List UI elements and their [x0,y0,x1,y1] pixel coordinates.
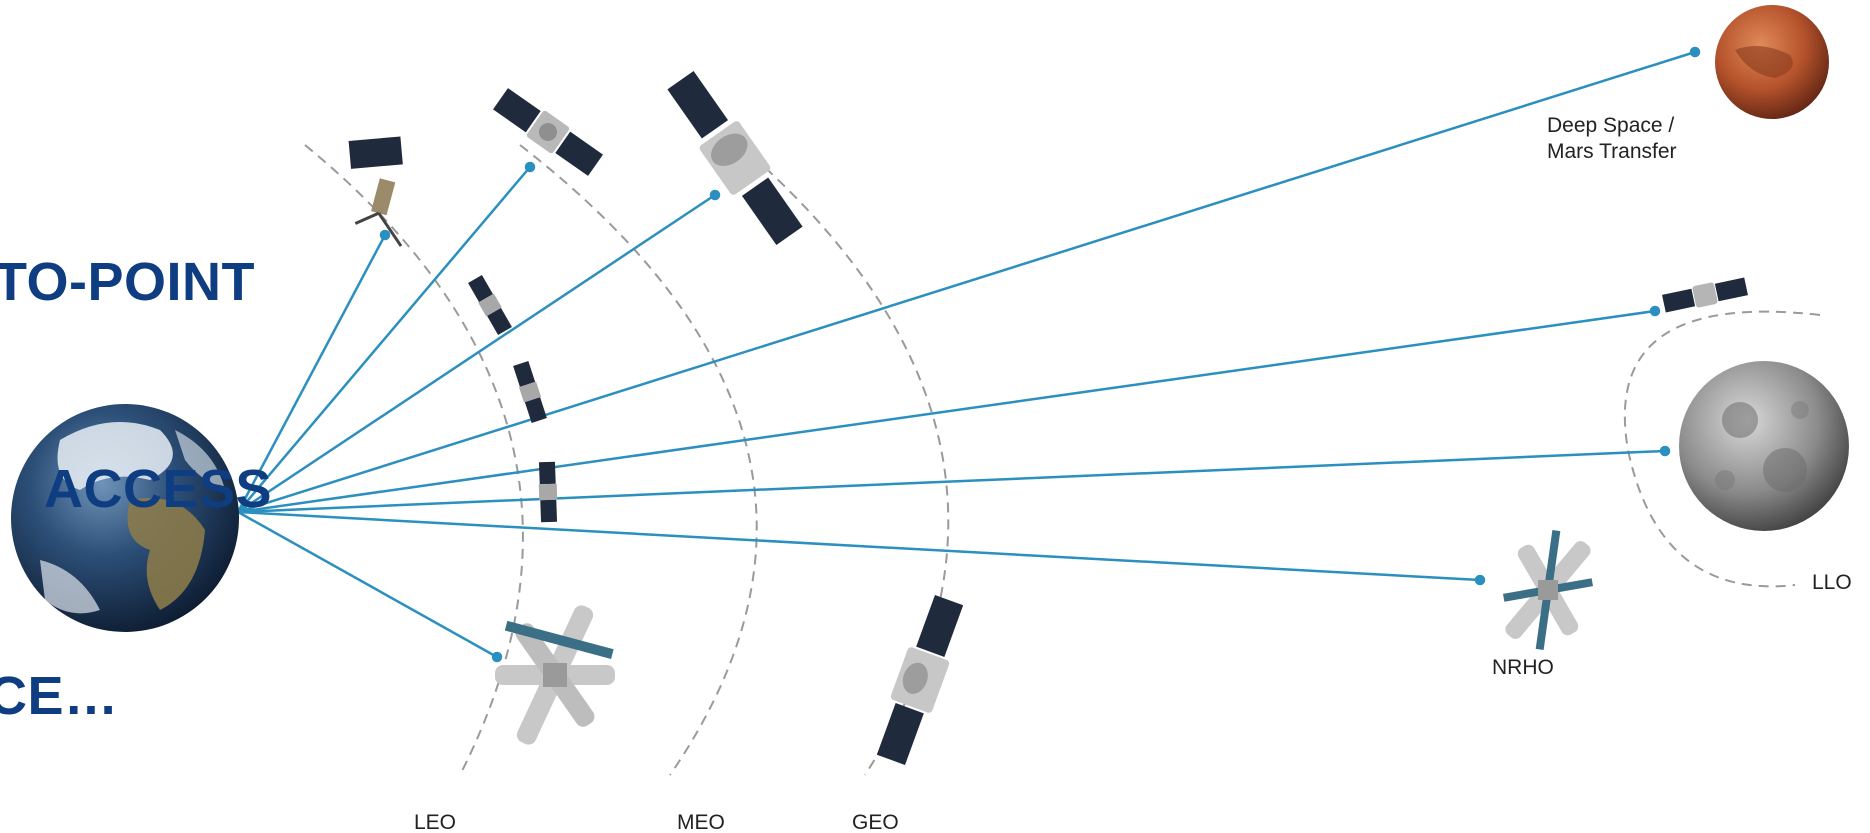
satellite-icon-leo-3 [468,275,512,335]
space-station-icon-leo [495,605,615,745]
headline-line-2: ACCESS [44,459,273,519]
headline: TO-POINT ACCESS CE… [0,110,272,833]
earth-icon [11,404,239,632]
geo-label: GEO [852,811,899,833]
llo-orbit-arc [1623,310,1821,588]
llo-label: LLO [1812,571,1852,594]
leo-orbit-arc [304,144,524,776]
link-endpoint [1659,445,1671,457]
moon-icon [1679,361,1849,531]
link-endpoint [709,189,721,201]
link-leo-upper [236,234,387,513]
link-nrho [237,510,1481,582]
leo-label: LEO [414,811,457,833]
link-endpoint [1649,305,1661,317]
link-endpoint [379,229,391,241]
link-lunar-satellite [237,309,1656,514]
link-moon [237,449,1666,514]
headline-line-1: TO-POINT [0,252,256,312]
space-station-icon-nrho [1502,530,1594,650]
satellite-icon-leo-1 [348,136,403,247]
nrho-label: NRHO [1492,656,1554,679]
link-leo-station [237,510,498,659]
geo-orbit-arc [739,144,950,776]
link-geo-top [237,193,716,514]
satellite-icon-leo-2 [493,88,603,176]
headline-line-3: CE… [0,666,119,726]
link-leo-top [237,166,531,513]
satellite-icon-geo-2 [876,594,964,766]
link-endpoint [524,161,536,173]
link-endpoint [491,651,503,663]
satellite-icon-leo-4 [513,360,547,424]
satellite-icon-geo-1 [667,71,803,245]
satellite-icon-lunar [1662,277,1748,313]
deep-space-label-line-2: Mars Transfer [1547,140,1677,163]
mars-icon [1715,5,1829,119]
satellite-icon-leo-5 [538,461,558,523]
link-endpoint [1474,574,1486,586]
communication-links [236,46,1701,663]
link-endpoint [1689,46,1701,58]
meo-label: MEO [677,811,725,833]
deep-space-label-line-1: Deep Space / [1547,114,1675,137]
link-mars [237,50,1696,514]
deep-space-label: Deep Space / Mars Transfer [1547,113,1677,165]
